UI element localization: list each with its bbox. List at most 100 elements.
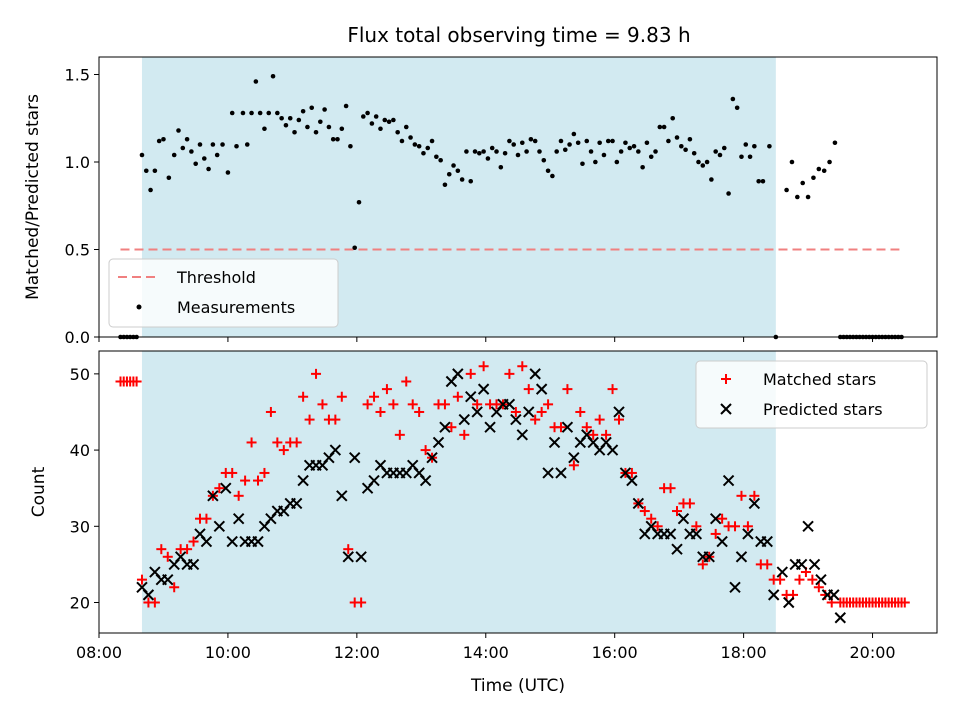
measurement-point [683, 147, 688, 153]
predicted-star-point [716, 535, 728, 548]
bottom-x-axis-label: Time (UTC) [470, 676, 565, 696]
top-x-ticks [98, 337, 874, 342]
predicted-star-mark [374, 459, 387, 472]
measurement-point [661, 124, 667, 130]
measurement-point [335, 136, 340, 142]
predicted-star-mark [802, 520, 814, 533]
matched-star-point [381, 384, 392, 395]
predicted-star-point [458, 413, 470, 426]
bottom-y-ticks: 20 30 40 50 [70, 365, 99, 613]
matched-star-point [536, 406, 547, 417]
measurement-point [171, 152, 177, 158]
y-tick-label: 0.5 [65, 241, 90, 260]
predicted-star-mark [555, 467, 567, 479]
predicted-star-point [290, 497, 303, 510]
measurement-point [784, 187, 789, 193]
measurement-point [309, 105, 315, 111]
matched-star-point [311, 368, 322, 379]
measurement-point [234, 143, 239, 149]
matched-star-point [626, 467, 637, 478]
measurement-point [240, 110, 246, 116]
measurement-point [605, 138, 611, 144]
measurement-point [610, 138, 615, 144]
measurement-point [756, 178, 761, 184]
matched-star-point [717, 513, 728, 524]
x-tick-label: 08:00 [76, 643, 122, 662]
predicted-star-point [432, 436, 445, 449]
predicted-star-point [828, 589, 840, 601]
measurement-point [455, 168, 461, 174]
matched-star-point [672, 506, 683, 517]
measurement-point [800, 180, 806, 186]
measurement-point [489, 145, 495, 151]
predicted-star-point [776, 566, 788, 578]
predicted-star-mark [529, 368, 541, 380]
matched-star-point [330, 414, 341, 425]
predicted-star-mark [516, 429, 529, 441]
measurement-point [494, 149, 499, 154]
measurement-point [352, 245, 357, 251]
measurement-point [365, 110, 370, 116]
measurement-point [752, 143, 757, 149]
predicted-star-mark [407, 459, 419, 472]
measurement-point [425, 145, 431, 151]
matched-star-point [446, 422, 457, 433]
measurement-point [214, 152, 220, 158]
bottom-panel: 20 30 40 50 08:00 10:00 12:00 14:00 16:00 18:00 2… [29, 350, 938, 696]
matched-star-point [555, 422, 566, 433]
measurement-point [378, 126, 383, 132]
legend-predicted-swatch [720, 403, 732, 415]
measurement-point [717, 152, 723, 158]
measurement-point [550, 173, 555, 179]
predicted-star-point [761, 535, 773, 548]
measurement-point [485, 156, 491, 161]
matched-star-point [646, 513, 657, 524]
measurement-point [262, 126, 267, 132]
measurement-point [502, 150, 508, 156]
predicted-star-point [220, 482, 232, 494]
matched-star-point [543, 399, 554, 410]
x-tick-label: 16:00 [592, 643, 638, 662]
matched-star-point [510, 406, 521, 417]
predicted-star-point [555, 467, 567, 479]
measurement-point [408, 135, 413, 140]
measurement-point [726, 191, 731, 196]
y-tick-label: 20 [70, 594, 90, 613]
matched-star-point [607, 384, 618, 395]
predicted-star-mark [535, 383, 548, 395]
measurement-point [631, 143, 637, 149]
predicted-star-point [252, 535, 264, 548]
matched-star-point [530, 414, 541, 425]
top-panel: 0.0 0.5 1.0 1.5 Matched/Predicted stars Thr… [23, 56, 938, 347]
matched-star-point [594, 414, 605, 425]
predicted-star-mark [426, 451, 438, 464]
predicted-star-mark [600, 436, 612, 449]
predicted-star-mark [226, 535, 238, 548]
predicted-star-mark [252, 535, 264, 548]
legend-box [695, 360, 928, 429]
predicted-star-point [355, 551, 367, 563]
predicted-star-mark [336, 490, 348, 502]
predicted-star-point [426, 451, 438, 464]
chart-title: Flux total observing time = 9.83 h [347, 23, 690, 47]
predicted-star-mark [232, 512, 245, 525]
matched-star-point [562, 384, 573, 395]
top-measurement-points [118, 73, 904, 340]
matched-star-point [472, 399, 483, 410]
measurement-point [468, 178, 474, 184]
matched-star-point [201, 513, 212, 524]
predicted-star-mark [290, 497, 303, 510]
matched-star-point [240, 475, 251, 486]
matched-star-point [362, 399, 373, 410]
measurement-point [152, 168, 158, 174]
measurement-point [739, 154, 744, 160]
measurement-point [339, 126, 345, 132]
predicted-star-mark [458, 413, 470, 426]
predicted-star-mark [149, 566, 161, 578]
predicted-star-mark [187, 558, 200, 571]
matched-star-point [414, 406, 425, 417]
predicted-star-point [613, 406, 625, 418]
predicted-star-point [232, 512, 245, 525]
matched-star-point [317, 399, 328, 410]
measurement-point [532, 138, 538, 144]
